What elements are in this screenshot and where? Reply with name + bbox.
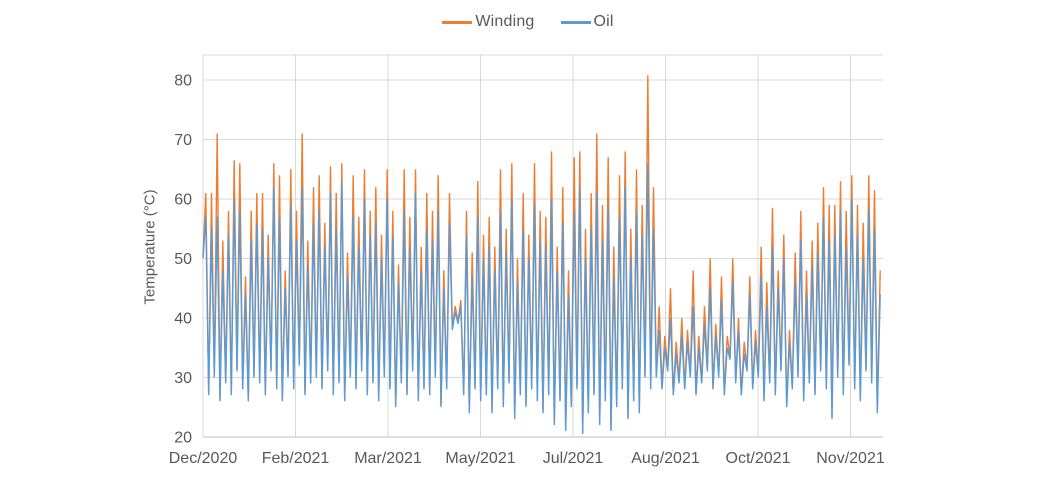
legend-item-winding[interactable]: Winding [442, 13, 534, 31]
y-tick-label: 20 [174, 430, 192, 447]
x-tick-label: Oct/2021 [726, 450, 791, 467]
legend-label-oil: Oil [593, 13, 614, 30]
x-tick-label: Aug/2021 [631, 450, 700, 467]
y-tick-label: 30 [174, 370, 192, 387]
y-tick-label: 80 [174, 72, 192, 89]
x-tick-label: Feb/2021 [262, 450, 330, 467]
y-tick-label: 70 [174, 132, 192, 149]
legend: Winding Oil [0, 13, 1056, 31]
oil-series-line [202, 163, 881, 435]
x-tick-label: Jul/2021 [543, 450, 604, 467]
x-tick-label: May/2021 [445, 450, 515, 467]
legend-item-oil[interactable]: Oil [560, 13, 614, 31]
winding-line-swatch [442, 20, 473, 24]
x-tick-label: Mar/2021 [354, 450, 422, 467]
y-tick-label: 40 [174, 310, 192, 327]
x-tick-label: Dec/2020 [169, 450, 238, 467]
legend-label-winding: Winding [475, 13, 535, 30]
x-tick-label: Nov/2021 [816, 450, 885, 467]
oil-line-swatch [560, 20, 591, 24]
y-tick-label: 50 [174, 251, 192, 268]
y-tick-label: 60 [174, 191, 192, 208]
